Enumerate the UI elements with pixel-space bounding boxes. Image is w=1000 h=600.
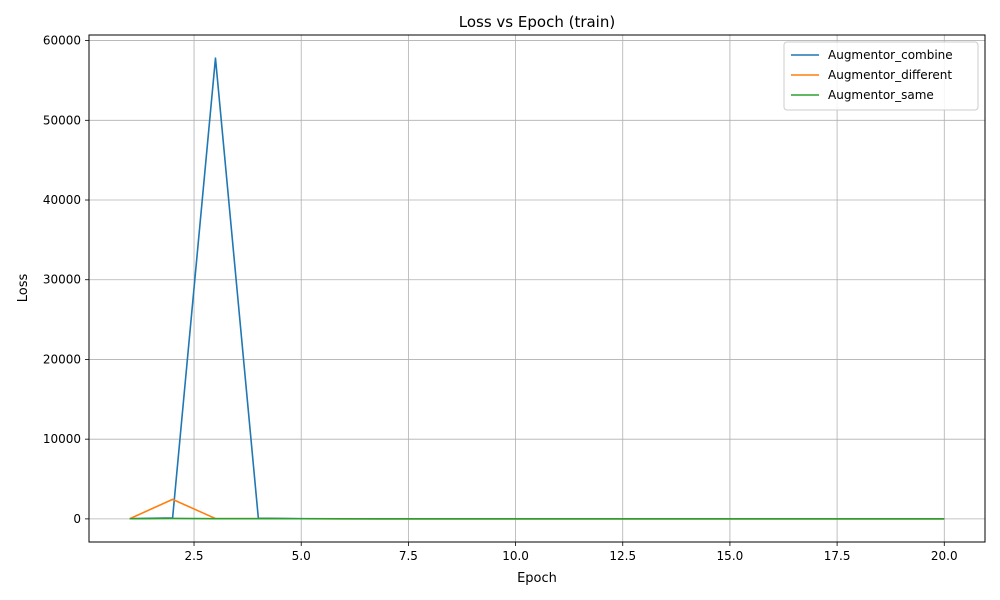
x-tick-label: 2.5: [184, 549, 203, 563]
y-tick-label: 60000: [43, 34, 81, 48]
y-tick-label: 50000: [43, 113, 81, 127]
x-tick-label: 5.0: [292, 549, 311, 563]
legend-label-augmentor-same: Augmentor_same: [828, 88, 934, 102]
y-tick-label: 30000: [43, 273, 81, 287]
legend: Augmentor_combine Augmentor_different Augm…: [783, 41, 979, 111]
x-tick-label: 12.5: [609, 549, 636, 563]
x-axis-ticks: 2.5 5.0 7.5 10.0 12.5 15.0 17.5 20.0: [184, 542, 958, 563]
legend-box: [783, 41, 979, 111]
x-tick-label: 20.0: [931, 549, 958, 563]
plot-frame: [88, 34, 986, 543]
x-tick-label: 15.0: [717, 549, 744, 563]
series-lines: [129, 57, 945, 520]
chart-title: Loss vs Epoch (train): [459, 13, 615, 31]
legend-label-augmentor-combine: Augmentor_combine: [828, 48, 953, 62]
y-tick-label: 40000: [43, 193, 81, 207]
x-tick-label: 7.5: [399, 549, 418, 563]
y-tick-label: 10000: [43, 432, 81, 446]
y-axis-label: Loss: [16, 274, 31, 303]
legend-label-augmentor-different: Augmentor_different: [828, 68, 952, 82]
x-tick-label: 10.0: [502, 549, 529, 563]
x-axis-label: Epoch: [517, 571, 557, 586]
y-tick-label: 20000: [43, 352, 81, 366]
y-axis-ticks: 0 10000 20000 30000 40000 50000 60000: [43, 34, 89, 526]
x-tick-label: 17.5: [824, 549, 851, 563]
y-tick-label: 0: [73, 512, 81, 526]
